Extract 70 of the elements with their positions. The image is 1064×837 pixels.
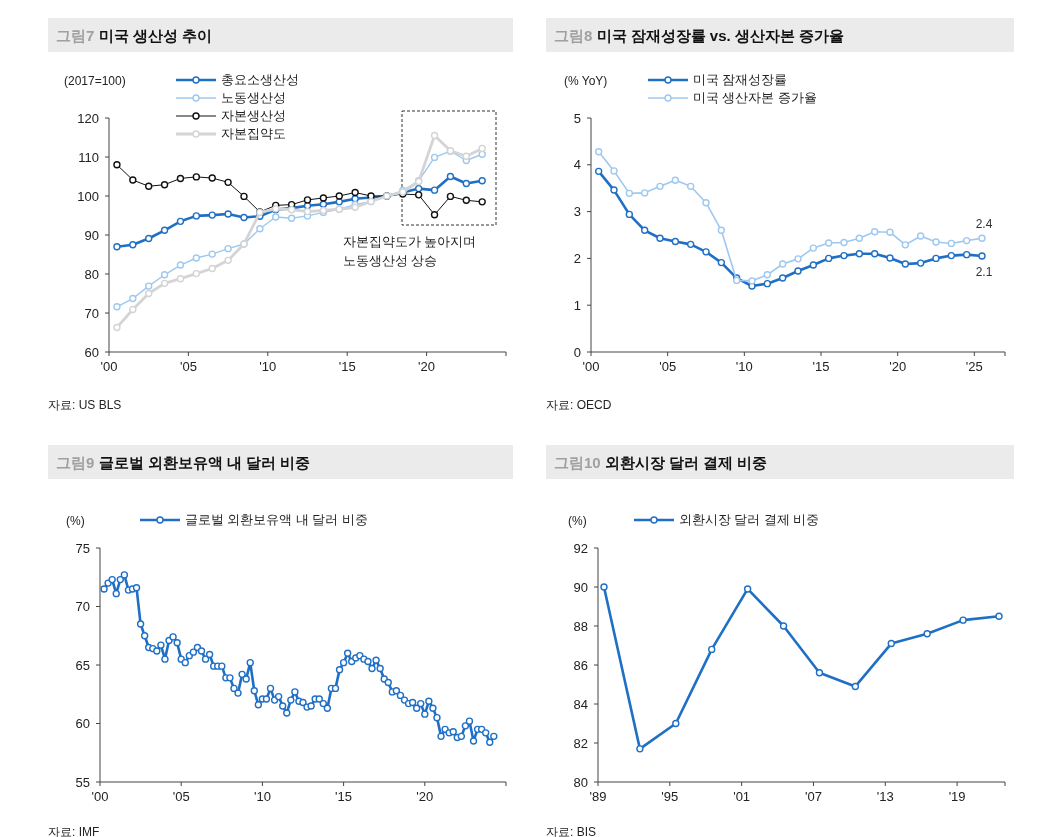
legend-label: 노동생산성 <box>221 91 286 106</box>
legend-label: 미국 잠재성장률 <box>693 73 788 88</box>
y-tick-label: 90 <box>84 227 99 243</box>
y-tick-label: 90 <box>573 579 588 595</box>
text: 자료: IMF <box>48 825 100 837</box>
x-tick-label: '07 <box>804 789 822 804</box>
y-tick-label: 110 <box>78 149 99 165</box>
chart-title: 그림7 미국 생산성 추이 <box>56 27 212 44</box>
legend-label: 미국 생산자본 증가율 <box>693 91 817 106</box>
annotation: 자본집약도가 높아지며 노동생산성 상승 <box>343 235 477 268</box>
y-tick-label: 86 <box>573 657 588 673</box>
y-tick-label: 70 <box>84 305 99 321</box>
x-tick-label: '89 <box>589 789 607 804</box>
y-tick-label: 92 <box>573 540 588 556</box>
text: 자료: BIS <box>546 825 597 837</box>
x-tick-label: '20 <box>889 359 907 374</box>
y-tick-label: 60 <box>75 716 90 732</box>
x-tick-label: '05 <box>179 359 197 374</box>
y-axis-title: (%) <box>66 514 85 528</box>
y-tick-label: 65 <box>75 657 90 673</box>
y-tick-label: 1 <box>573 297 581 313</box>
data-label: 2.4 <box>975 217 993 232</box>
y-tick-label: 100 <box>77 188 99 204</box>
y-tick-label: 5 <box>573 110 581 126</box>
y-tick-label: 75 <box>75 540 90 556</box>
y-tick-label: 0 <box>573 344 581 360</box>
legend-label: 글로벌 외환보유액 내 달러 비중 <box>185 513 368 528</box>
legend-label: 자본생산성 <box>221 109 286 124</box>
y-axis-title: (2017=100) <box>64 74 126 88</box>
legend-label: 총요소생산성 <box>221 73 299 88</box>
x-tick-label: '05 <box>659 359 677 374</box>
y-axis-title: (% YoY) <box>564 74 608 88</box>
x-tick-label: '00 <box>100 359 118 374</box>
x-tick-label: '00 <box>91 789 109 804</box>
x-tick-label: '10 <box>735 359 753 374</box>
chart-title: 그림8 미국 잠재성장률 vs. 생산자본 증가율 <box>554 27 845 44</box>
x-tick-label: '05 <box>172 789 190 804</box>
y-axis-title: (%) <box>568 514 587 528</box>
y-tick-label: 84 <box>573 696 588 712</box>
x-tick-label: '01 <box>733 789 751 804</box>
x-tick-label: '20 <box>416 789 434 804</box>
y-tick-label: 80 <box>84 266 99 282</box>
x-tick-label: '00 <box>582 359 600 374</box>
x-tick-label: '25 <box>965 359 983 374</box>
x-tick-label: '13 <box>876 789 894 804</box>
y-tick-label: 120 <box>77 110 99 126</box>
y-tick-label: 60 <box>84 344 99 360</box>
y-tick-label: 80 <box>573 774 588 790</box>
chart-title: 그림9 글로벌 외환보유액 내 달러 비중 <box>56 454 311 471</box>
y-tick-label: 82 <box>573 735 588 751</box>
y-tick-label: 4 <box>573 157 581 173</box>
x-tick-label: '95 <box>661 789 679 804</box>
y-tick-label: 70 <box>75 599 90 615</box>
data-label: 2.1 <box>975 265 993 280</box>
x-tick-label: '10 <box>259 359 277 374</box>
y-tick-label: 3 <box>573 204 581 220</box>
text: 자료: OECD <box>546 398 612 412</box>
x-tick-label: '10 <box>253 789 271 804</box>
x-tick-label: '15 <box>812 359 830 374</box>
y-tick-label: 2 <box>573 250 581 266</box>
y-tick-label: 55 <box>75 774 90 790</box>
x-tick-label: '15 <box>338 359 356 374</box>
legend-label: 외환시장 달러 결제 비중 <box>679 513 820 528</box>
text: 자료: US BLS <box>48 398 122 412</box>
x-tick-label: '15 <box>335 789 353 804</box>
legend-label: 자본집약도 <box>221 127 286 142</box>
y-tick-label: 88 <box>573 618 588 634</box>
x-tick-label: '19 <box>948 789 966 804</box>
chart-title: 그림10 외환시장 달러 결제 비중 <box>554 454 768 471</box>
x-tick-label: '20 <box>418 359 436 374</box>
